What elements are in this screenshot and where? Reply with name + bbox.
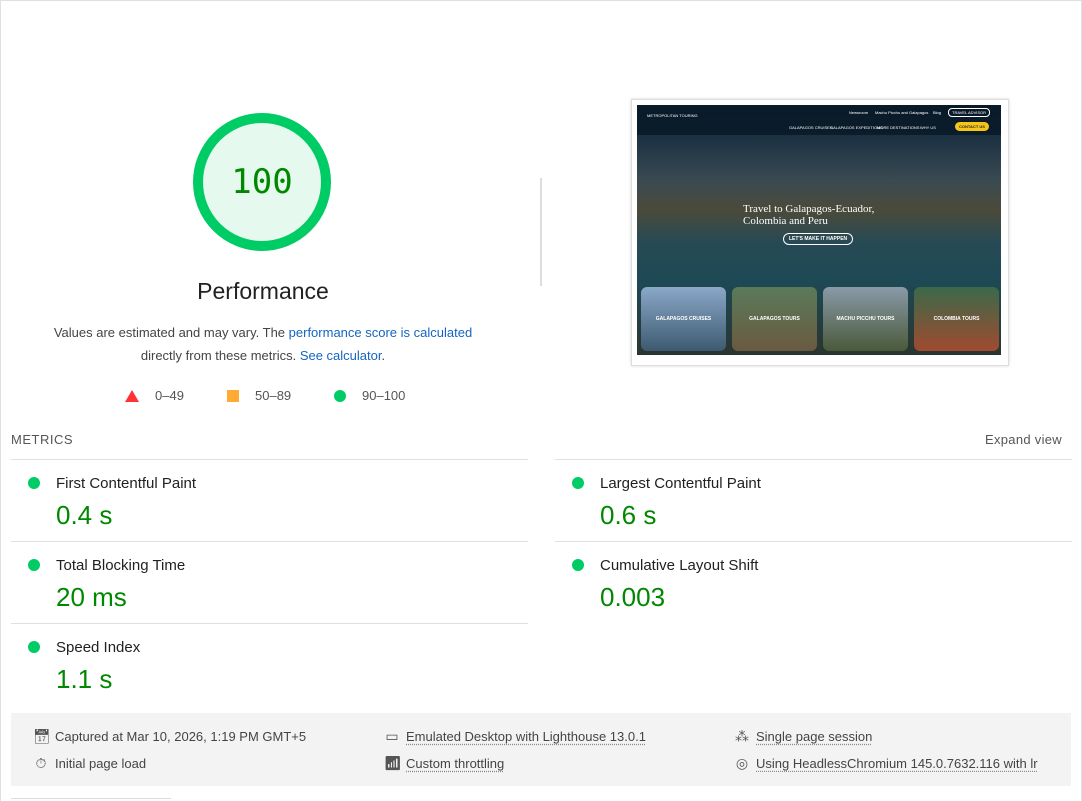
site-link: Newsroom (849, 110, 869, 115)
site-nav-item: GALAPAGOS CRUISES (789, 125, 833, 130)
metric-cls: Cumulative Layout Shift 0.003 (555, 541, 1072, 623)
site-nav-item: GALAPAGOS EXPEDITIONS (830, 125, 883, 130)
divider (540, 178, 542, 286)
legend-label: 50–89 (255, 388, 292, 403)
metrics-heading: METRICS (11, 432, 73, 447)
metric-value: 20 ms (56, 582, 127, 612)
initial-load: Initial page load (55, 756, 147, 771)
metric-label: Total Blocking Time (56, 557, 186, 574)
score-description: Values are estimated and may vary. The p… (20, 321, 506, 367)
divider (11, 798, 171, 799)
pass-circle-icon (572, 559, 584, 571)
site-nav-item: WHY US (920, 125, 936, 130)
metric-fcp: First Contentful Paint 0.4 s (11, 459, 528, 541)
metric-label: Cumulative Layout Shift (600, 557, 759, 574)
metric-label: Largest Contentful Paint (600, 475, 761, 492)
site-contact: CONTACT US (955, 122, 989, 131)
site-headline: Travel to Galapagos-Ecuador, Colombia an… (743, 203, 875, 227)
metric-value: 0.003 (600, 582, 666, 612)
site-nav: METROPOLITAN TOURING Newsroom Machu Picc… (637, 105, 1001, 135)
metric-lcp: Largest Contentful Paint 0.6 s (555, 459, 1072, 541)
pass-circle-icon (28, 559, 40, 571)
calendar-icon: 📅︎ (33, 728, 51, 744)
site-logo: METROPOLITAN TOURING (647, 113, 698, 118)
metric-label: First Contentful Paint (56, 475, 197, 492)
site-nav-item: MORE DESTINATIONS (877, 125, 920, 130)
pass-circle-icon (28, 641, 40, 653)
site-cta: LET'S MAKE IT HAPPEN (783, 233, 854, 245)
square-icon (227, 389, 239, 402)
stopwatch-icon: ⏱︎ (35, 755, 47, 771)
pass-circle-icon (28, 477, 40, 489)
site-link: Blog (933, 110, 942, 115)
legend-average: 50–89 (227, 388, 291, 403)
site-link: Machu Picchu and Galapagos (875, 110, 929, 115)
legend-label: 90–100 (362, 388, 406, 403)
see-calculator-link[interactable]: See calculator (299, 348, 382, 363)
site-card: MACHU PICCHU TOURS (823, 287, 908, 351)
expand-view-toggle[interactable]: Expand view (984, 432, 1062, 447)
page-screenshot[interactable]: METROPOLITAN TOURING Newsroom Machu Picc… (631, 99, 1009, 366)
legend-label: 0–49 (155, 388, 184, 403)
browser-version[interactable]: Using HeadlessChromium 145.0.7632.116 wi… (756, 756, 1038, 771)
metric-tbt: Total Blocking Time 20 ms (11, 541, 528, 623)
site-card: GALAPAGOS TOURS (732, 287, 817, 351)
metric-value: 1.1 s (56, 664, 113, 694)
score-calculated-link[interactable]: performance score is calculated (288, 325, 473, 340)
site-advisor: TRAVEL ADVISOR (948, 108, 991, 117)
desc-text: Values are estimated and may vary. The (53, 325, 289, 340)
performance-gauge[interactable]: 100 (193, 113, 331, 251)
gauge-title: Performance (197, 278, 329, 304)
metric-label: Speed Index (56, 639, 141, 656)
legend-fail: 0–49 (125, 388, 184, 403)
pass-circle-icon (572, 477, 584, 489)
triangle-icon (125, 389, 139, 402)
runtime-settings: 📅︎ Captured at Mar 10, 2026, 1:19 PM GMT+… (11, 713, 1071, 786)
desc-text: . (381, 348, 386, 363)
network-icon: 📶︎ (384, 755, 402, 771)
custom-throttling[interactable]: Custom throttling (406, 756, 505, 771)
metric-si: Speed Index 1.1 s (11, 623, 528, 705)
session-icon: ⁂ (735, 728, 749, 744)
single-page-session[interactable]: Single page session (756, 729, 873, 744)
screenshot-image: METROPOLITAN TOURING Newsroom Machu Picc… (637, 105, 1001, 355)
captured-time: Captured at Mar 10, 2026, 1:19 PM GMT+5 (55, 729, 307, 744)
devices-icon: ▭ (385, 728, 399, 744)
site-card: GALAPAGOS CRUISES (641, 287, 726, 351)
site-card: COLOMBIA TOURS (914, 287, 999, 351)
desc-text: directly from these metrics. (140, 348, 300, 363)
circle-icon (334, 389, 346, 402)
legend-pass: 90–100 (334, 388, 405, 403)
metric-value: 0.4 s (56, 500, 113, 530)
score-value: 100 (231, 162, 293, 202)
metric-value: 0.6 s (600, 500, 657, 530)
emulated-desktop[interactable]: Emulated Desktop with Lighthouse 13.0.1 (406, 729, 646, 744)
chrome-icon: ◎ (735, 755, 749, 771)
